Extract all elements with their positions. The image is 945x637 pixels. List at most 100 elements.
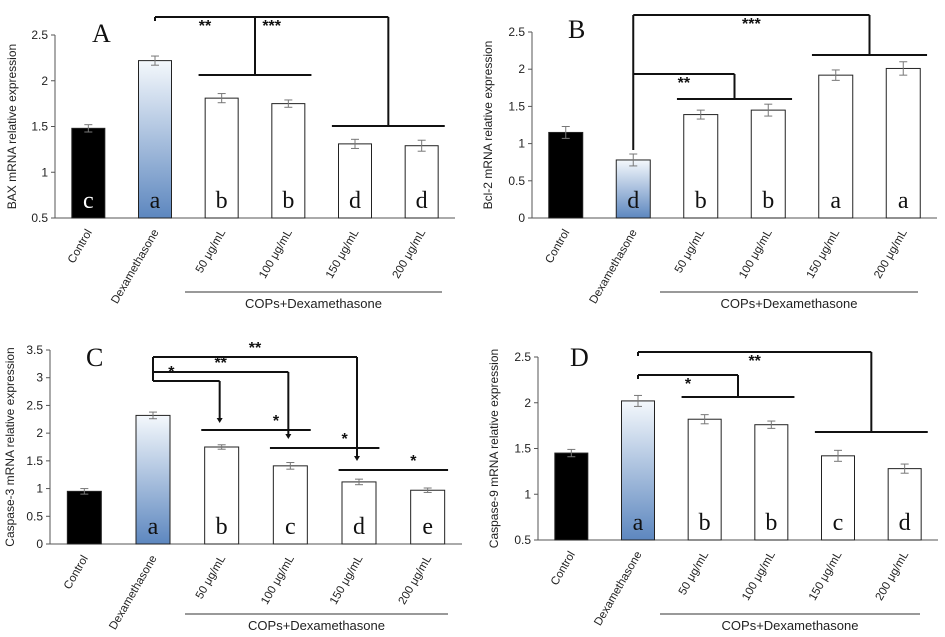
y-tick-label: 2: [41, 74, 48, 88]
x-tick-label: Dexamethasone: [588, 228, 640, 307]
group-label: COPs+Dexamethasone: [248, 618, 385, 633]
y-axis-label: Bcl-2 mRNA relative expression: [481, 41, 495, 210]
group-label: COPs+Dexamethasone: [721, 296, 858, 311]
x-tick-label: 150 μg/mL: [324, 227, 362, 281]
x-tick-label: Control: [66, 228, 95, 266]
bracket-arrowhead: [285, 434, 292, 439]
significance-letter: b: [216, 188, 228, 214]
y-tick-label: 1: [41, 165, 48, 179]
panel-d: 0.5 1 1.5 2 2.5 Caspase-9 mRNA relative expre…: [487, 343, 938, 633]
significance-letter: c: [833, 510, 844, 536]
significance-stars: ***: [742, 16, 761, 33]
bar-50-g-ml: [204, 446, 240, 545]
significance-letter: e: [422, 514, 433, 540]
x-tick-label: 50 μg/mL: [194, 227, 229, 275]
bar-dexamethasone: [615, 159, 651, 219]
bar-control: [66, 490, 102, 545]
x-tick-label: 100 μg/mL: [740, 549, 778, 603]
significance-letter: d: [627, 188, 639, 214]
group-label: COPs+Dexamethasone: [245, 296, 382, 311]
y-tick-label: 1: [524, 487, 531, 501]
y-tick-label: 3.5: [26, 343, 43, 357]
y-axis-label: Caspase-9 mRNA relative expression: [487, 349, 501, 548]
x-tick-label: Dexamethasone: [109, 228, 161, 307]
significance-stars: **: [199, 18, 212, 35]
x-tick-label: Control: [543, 228, 572, 266]
panel-letter: D: [570, 343, 589, 372]
significance-stars: **: [748, 353, 761, 370]
significance-letter: b: [282, 188, 294, 214]
bar-100-g-ml: [754, 424, 789, 541]
y-tick-label: 2.5: [26, 398, 43, 412]
panel-b: 0 0.5 1 1.5 2 2.5 Bcl-2 mRNA relative expressi…: [481, 14, 937, 311]
significance-letter: b: [699, 510, 711, 536]
significance-stars: **: [214, 355, 227, 372]
x-tick-label: Dexamethasone: [592, 550, 644, 629]
x-tick-label: 150 μg/mL: [328, 553, 366, 607]
bar-50-g-ml: [683, 114, 719, 219]
y-tick-label: 1.5: [508, 99, 525, 113]
y-tick-label: 1.5: [31, 120, 48, 134]
significance-letter: b: [695, 188, 707, 214]
bar-200-g-ml: [887, 468, 922, 541]
significance-stars: *: [273, 413, 280, 430]
bar-150-g-ml: [818, 74, 854, 219]
bar-control: [554, 452, 589, 541]
bar-dexamethasone: [138, 60, 172, 219]
panel-letter: A: [92, 19, 111, 48]
x-tick-label: 200 μg/mL: [391, 227, 429, 281]
significance-letter: a: [898, 188, 909, 214]
y-tick-label: 1: [36, 482, 43, 496]
y-tick-label: 0.5: [31, 211, 48, 225]
significance-letter: d: [353, 514, 365, 540]
y-tick-label: 1.5: [26, 454, 43, 468]
x-tick-label: 200 μg/mL: [872, 227, 910, 281]
y-tick-label: 2.5: [508, 25, 525, 39]
group-label: COPs+Dexamethasone: [722, 618, 859, 633]
y-tick-label: 3: [36, 371, 43, 385]
significance-letter: d: [349, 188, 361, 214]
y-tick-label: 0: [36, 537, 43, 551]
significance-letter: d: [899, 510, 911, 536]
significance-letter: b: [216, 514, 228, 540]
significance-stars: *: [685, 376, 692, 393]
x-tick-label: 150 μg/mL: [805, 227, 843, 281]
x-tick-label: 100 μg/mL: [259, 553, 297, 607]
y-tick-label: 0.5: [514, 533, 531, 547]
bar-dexamethasone: [621, 400, 655, 541]
panel-a: 0.5 1 1.5 2 2.5 BAX mRNA relative expression A…: [5, 16, 455, 311]
bar-200-g-ml: [404, 145, 439, 219]
bar-control: [548, 131, 584, 219]
significance-letter: a: [633, 510, 644, 536]
bar-100-g-ml: [271, 103, 306, 219]
significance-letter: d: [416, 188, 428, 214]
y-tick-label: 0.5: [26, 509, 43, 523]
significance-letter: a: [150, 188, 161, 214]
significance-letter: a: [830, 188, 841, 214]
x-tick-label: 200 μg/mL: [874, 549, 912, 603]
y-tick-label: 2: [524, 396, 531, 410]
y-tick-label: 2.5: [31, 28, 48, 42]
x-tick-label: 150 μg/mL: [807, 549, 845, 603]
x-tick-label: Control: [62, 554, 91, 592]
significance-letter: c: [83, 188, 94, 214]
panel-c: 0 0.5 1 1.5 2 2.5 3 3.5 Caspase-3 mRNA relative …: [3, 340, 462, 633]
bracket-arrowhead: [216, 418, 223, 423]
bar-200-g-ml: [885, 67, 921, 219]
significance-stars: **: [249, 340, 262, 357]
y-tick-label: 1: [518, 137, 525, 151]
x-tick-label: 50 μg/mL: [194, 553, 229, 601]
bar-50-g-ml: [204, 97, 239, 219]
significance-stars: *: [410, 453, 417, 470]
panel-letter: C: [86, 343, 103, 372]
significance-letter: b: [765, 510, 777, 536]
bar-200-g-ml: [410, 489, 446, 545]
significance-stars: **: [678, 75, 691, 92]
y-tick-label: 2: [36, 426, 43, 440]
bar-150-g-ml: [338, 143, 372, 219]
bar-control: [71, 127, 106, 219]
y-tick-label: 1.5: [514, 442, 531, 456]
significance-stars: *: [342, 431, 349, 448]
significance-letter: b: [762, 188, 774, 214]
